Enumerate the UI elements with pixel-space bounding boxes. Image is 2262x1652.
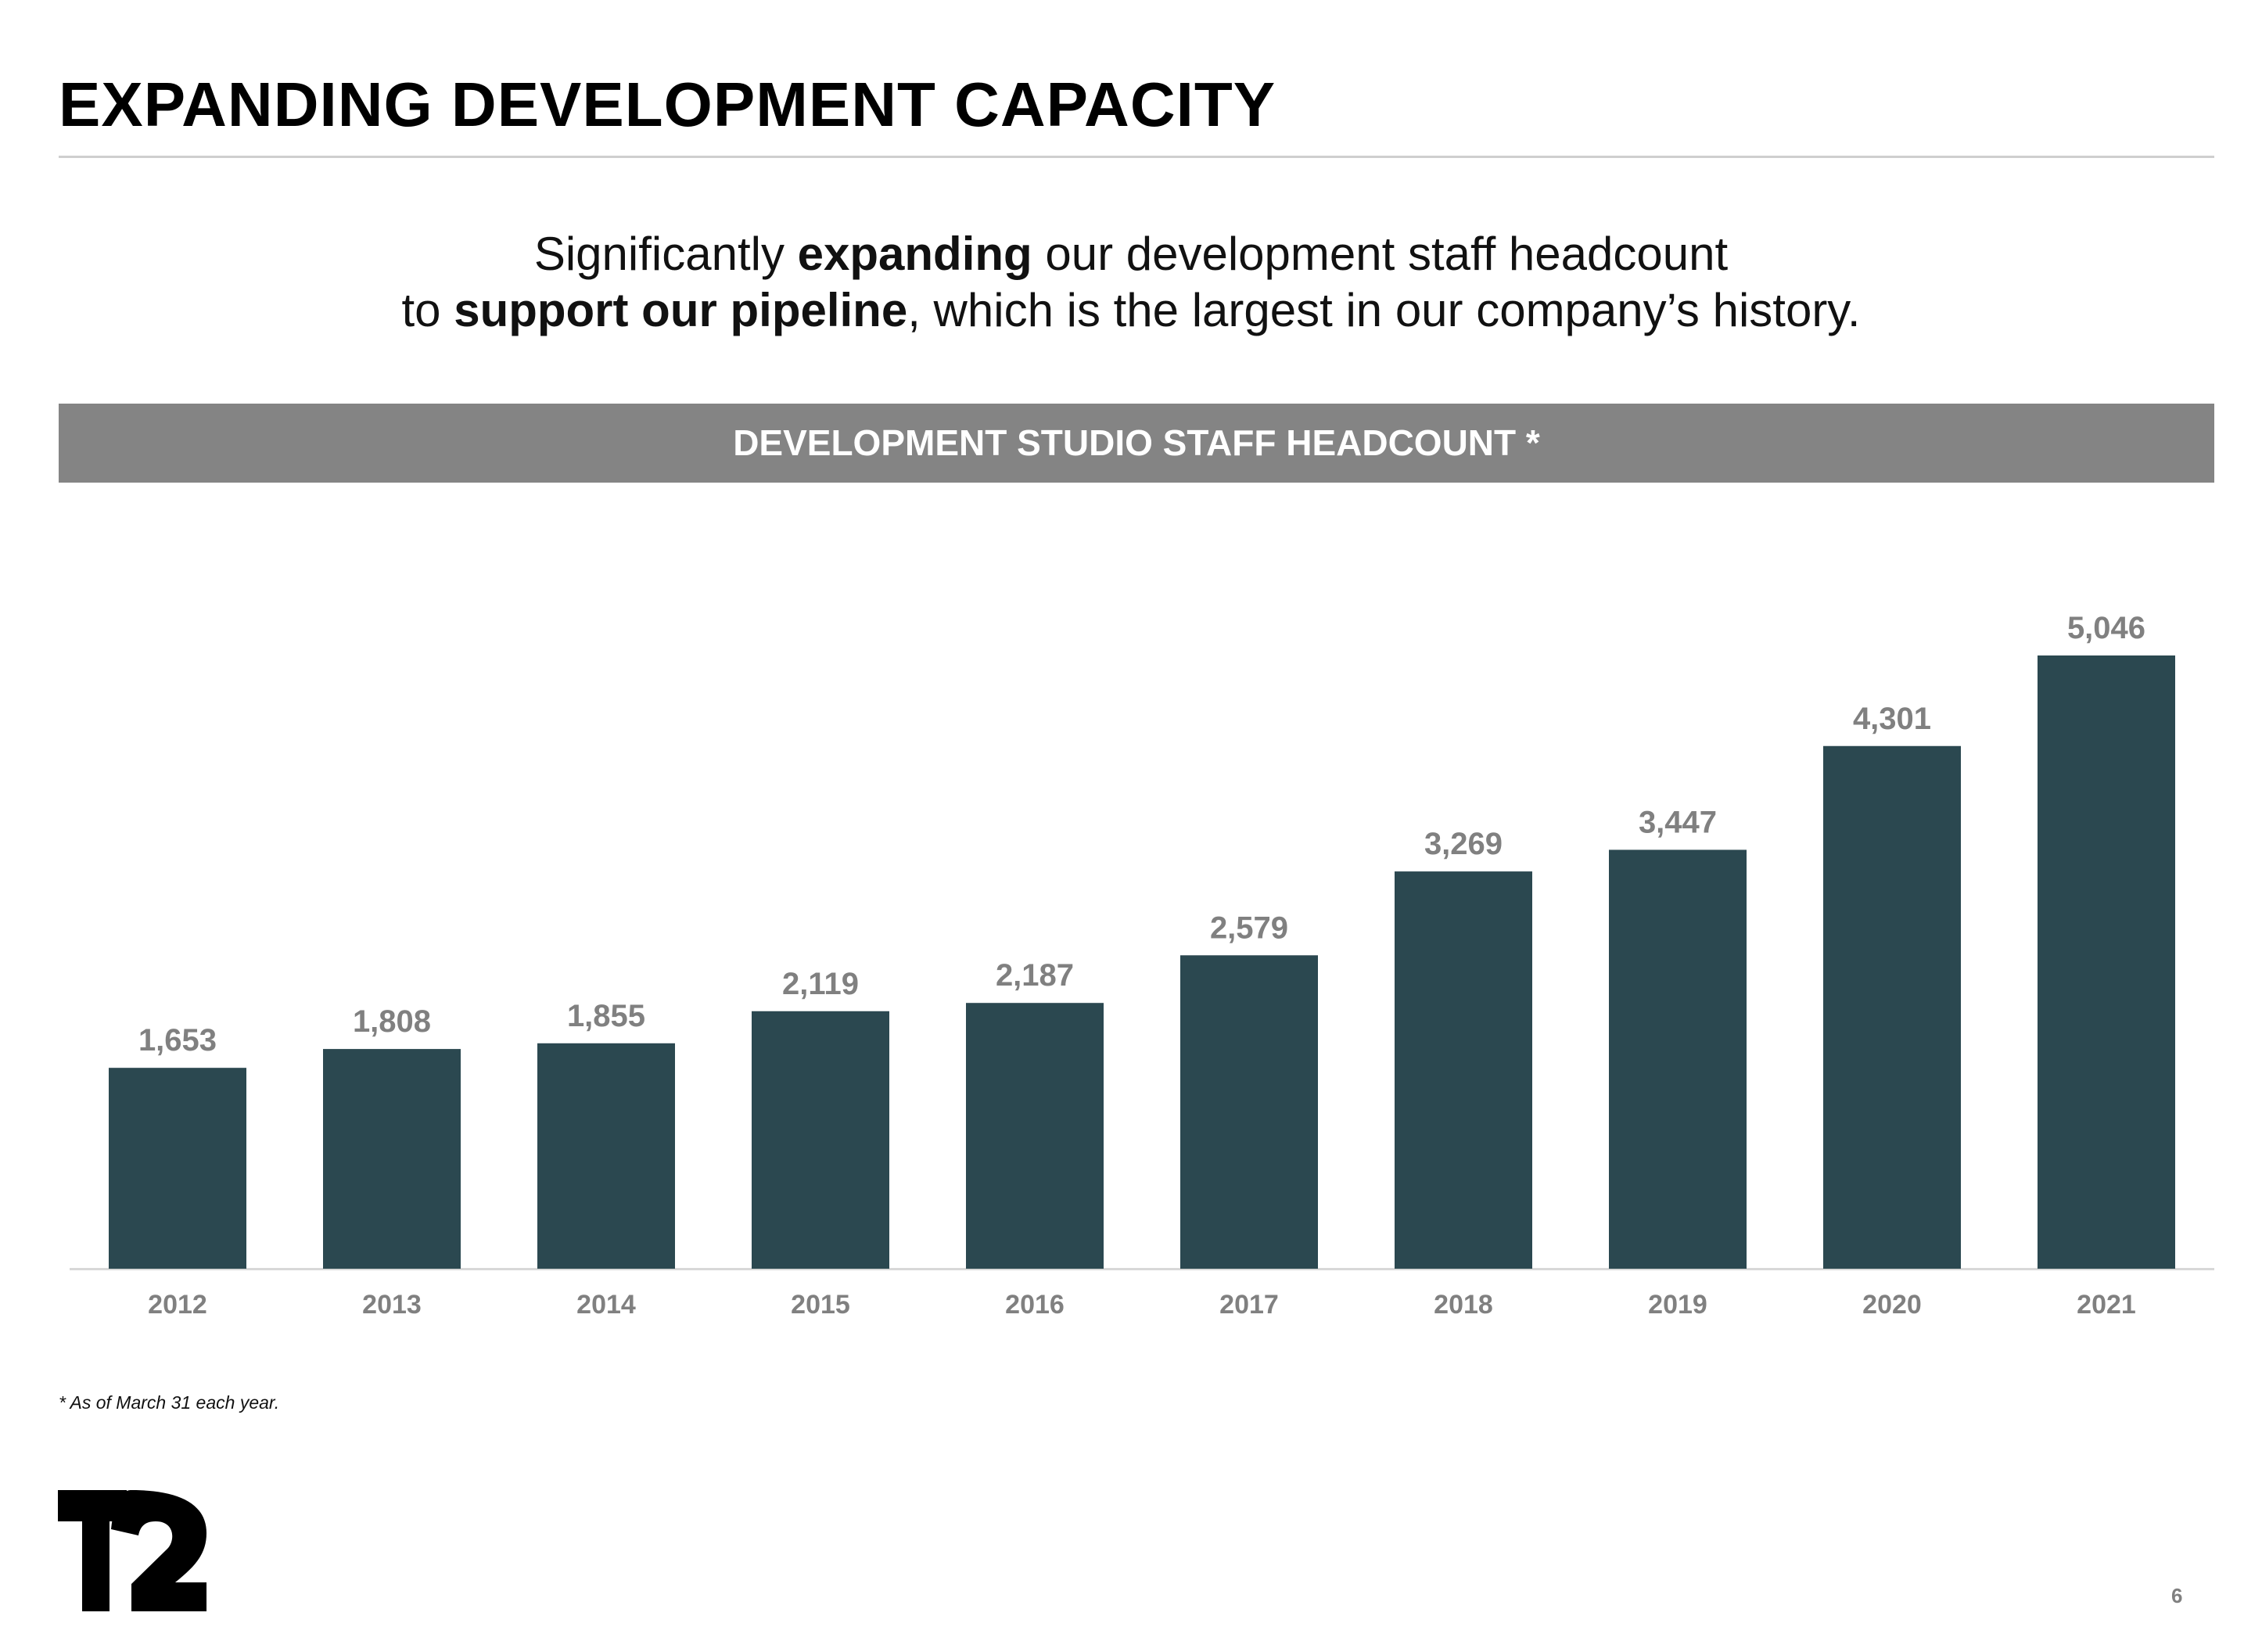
x-tick-label: 2016 [1005, 1290, 1065, 1320]
bar-2015 [752, 1011, 889, 1269]
footnote: * As of March 31 each year. [59, 1392, 280, 1413]
bar-2019 [1609, 849, 1747, 1269]
bar-2012 [109, 1068, 246, 1269]
x-tick-label: 2021 [2077, 1290, 2136, 1320]
chart-title-band: DEVELOPMENT STUDIO STAFF HEADCOUNT * [59, 404, 2214, 483]
bar-2018 [1395, 871, 1532, 1269]
bar-2021 [2038, 655, 2175, 1269]
bar-2014 [537, 1043, 675, 1269]
page-number: 6 [2171, 1584, 2183, 1607]
bar-2020 [1823, 745, 1961, 1269]
x-tick-label: 2017 [1219, 1290, 1279, 1320]
data-label: 2,579 [1210, 910, 1288, 945]
subtitle-text: Significantly [533, 228, 798, 280]
subtitle-bold: expanding [797, 228, 1032, 280]
x-tick-label: 2018 [1434, 1290, 1493, 1320]
data-label: 2,187 [996, 958, 1074, 993]
data-label: 3,447 [1639, 805, 1717, 839]
t2-logo [58, 1490, 206, 1611]
data-label: 1,808 [353, 1004, 431, 1039]
x-tick-label: 2015 [791, 1290, 850, 1320]
subtitle-text: , which is the largest in our company’s … [907, 284, 1861, 336]
x-tick-label: 2014 [576, 1290, 636, 1320]
bar-2016 [966, 1003, 1104, 1269]
page-title: EXPANDING DEVELOPMENT CAPACITY [59, 70, 1276, 139]
data-label: 2,119 [782, 967, 859, 1001]
subtitle-line-2: to support our pipeline, which is the la… [0, 283, 2262, 337]
data-label: 4,301 [1853, 702, 1931, 736]
x-tick-label: 2020 [1862, 1290, 1922, 1320]
x-tick-label: 2013 [362, 1290, 422, 1320]
data-label: 5,046 [2067, 611, 2145, 645]
subtitle-text: to [401, 284, 454, 336]
data-label: 1,653 [138, 1023, 217, 1058]
bar-2013 [323, 1049, 461, 1269]
x-tick-label: 2019 [1648, 1290, 1707, 1320]
bar-2017 [1180, 955, 1318, 1269]
subtitle-line-1: Significantly expanding our development … [0, 227, 2262, 281]
x-tick-label: 2012 [148, 1290, 207, 1320]
subtitle-text: our development staff headcount [1032, 228, 1729, 280]
data-label: 1,855 [567, 999, 645, 1033]
bar-chart: 1,653 2012 1,808 2013 1,855 2014 2,119 2015 2,18… [70, 611, 2214, 1320]
data-label: 3,269 [1424, 827, 1503, 861]
title-divider [59, 156, 2214, 158]
subtitle-bold: support our pipeline [454, 284, 908, 336]
